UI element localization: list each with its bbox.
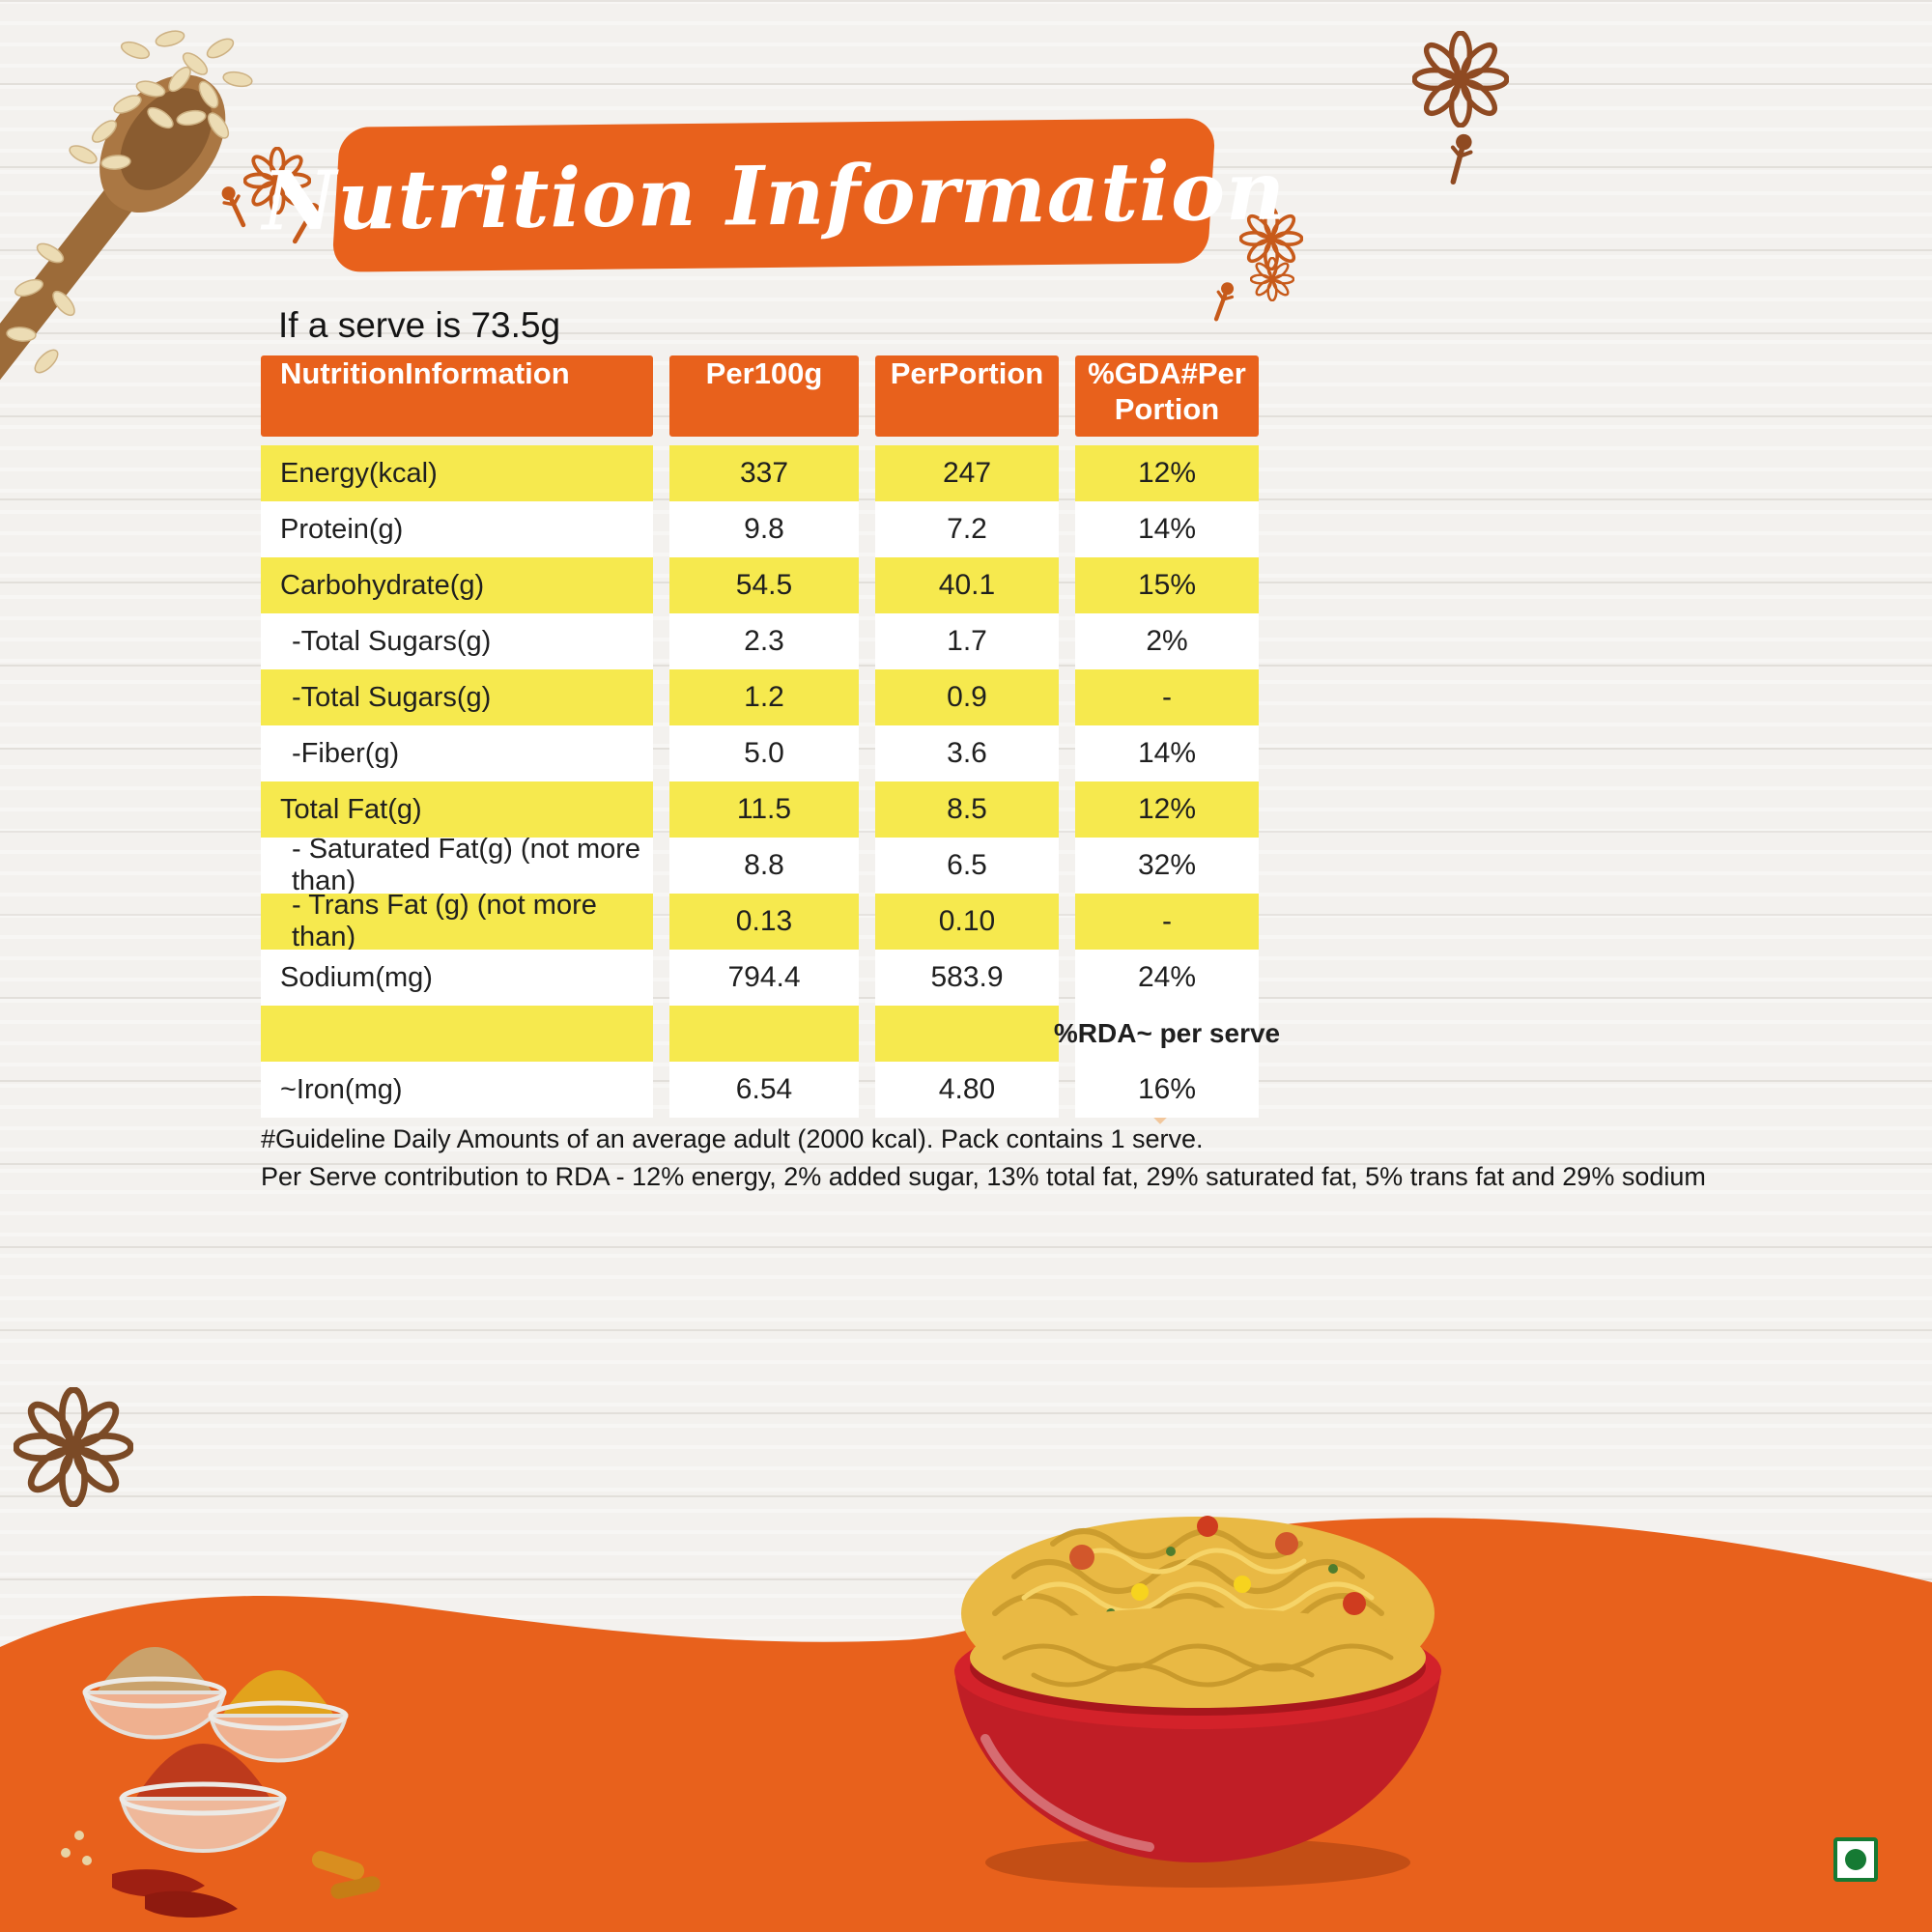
oats-spoon-image: [0, 30, 253, 415]
table-row: Protein(g) 9.8 7.2 14%: [261, 501, 1259, 557]
rda-header-row: %RDA~ per serve: [261, 1006, 1280, 1062]
orange-wave: [0, 1518, 1932, 1932]
table-row: -Total Sugars(g) 1.2 0.9 -: [261, 669, 1259, 725]
table-row: Energy(kcal) 337 247 12%: [261, 445, 1259, 501]
iron-row: ~Iron(mg) 6.54 4.80 16%: [261, 1062, 1259, 1118]
footnote-rda: Per Serve contribution to RDA - 12% ener…: [261, 1162, 1706, 1192]
rda-per-serve-label: %RDA~ per serve: [1054, 1006, 1280, 1062]
header-gda-per-portion: %GDA#Per Portion: [1075, 355, 1259, 437]
title-banner: Nutrition Information: [262, 118, 1286, 272]
clove-icon: [1198, 274, 1246, 332]
table-row: Carbohydrate(g) 54.5 40.1 15%: [261, 557, 1259, 613]
star-anise-icon: [1250, 257, 1294, 301]
header-per-100g: Per100g: [669, 355, 859, 437]
noodle-bowl-image: [954, 1516, 1441, 1888]
table-row: -Fiber(g) 5.0 3.6 14%: [261, 725, 1259, 781]
clove-icon: [1430, 125, 1488, 197]
table-row: Sodium(mg) 794.4 583.9 24%: [261, 950, 1259, 1006]
header-per-portion: PerPortion: [875, 355, 1059, 437]
table-row: - Saturated Fat(g) (not more than) 8.8 6…: [261, 834, 1259, 896]
spice-bowls-image: [61, 1647, 381, 1918]
serve-note: If a serve is 73.5g: [278, 305, 561, 345]
nutrition-table: NutritionInformation Per100g PerPortion …: [261, 355, 1280, 1118]
footnote-gda: #Guideline Daily Amounts of an average a…: [261, 1124, 1204, 1153]
footnotes: #Guideline Daily Amounts of an average a…: [261, 1121, 1768, 1196]
veg-symbol-icon: [1833, 1837, 1878, 1882]
table-row: - Trans Fat (g) (not more than) 0.13 0.1…: [261, 890, 1259, 952]
table-header-row: NutritionInformation Per100g PerPortion …: [261, 355, 1259, 437]
table-row: -Total Sugars(g) 2.3 1.7 2%: [261, 613, 1259, 669]
page-title: Nutrition Information: [261, 141, 1287, 249]
table-row: Total Fat(g) 11.5 8.5 12%: [261, 781, 1259, 838]
header-nutrition-information: NutritionInformation: [261, 355, 653, 437]
star-anise-icon: [1412, 31, 1509, 128]
